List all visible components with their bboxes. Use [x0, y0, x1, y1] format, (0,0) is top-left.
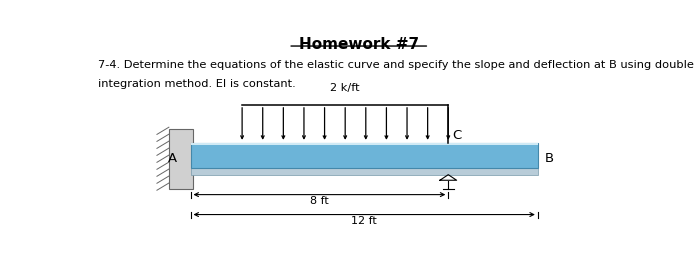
Text: A: A: [168, 152, 177, 165]
Bar: [190, 143, 538, 168]
Text: B: B: [545, 152, 554, 165]
Text: 2 k/ft: 2 k/ft: [330, 83, 360, 93]
Bar: [169, 129, 193, 189]
Text: 12 ft: 12 ft: [351, 215, 377, 226]
Bar: [190, 143, 538, 145]
Text: 7-4. Determine the equations of the elastic curve and specify the slope and defl: 7-4. Determine the equations of the elas…: [98, 60, 694, 70]
Bar: [190, 168, 538, 175]
Text: C: C: [453, 129, 462, 142]
Text: integration method. EI is constant.: integration method. EI is constant.: [98, 79, 296, 89]
Text: 8 ft: 8 ft: [310, 196, 329, 206]
Text: Homework #7: Homework #7: [299, 37, 419, 52]
